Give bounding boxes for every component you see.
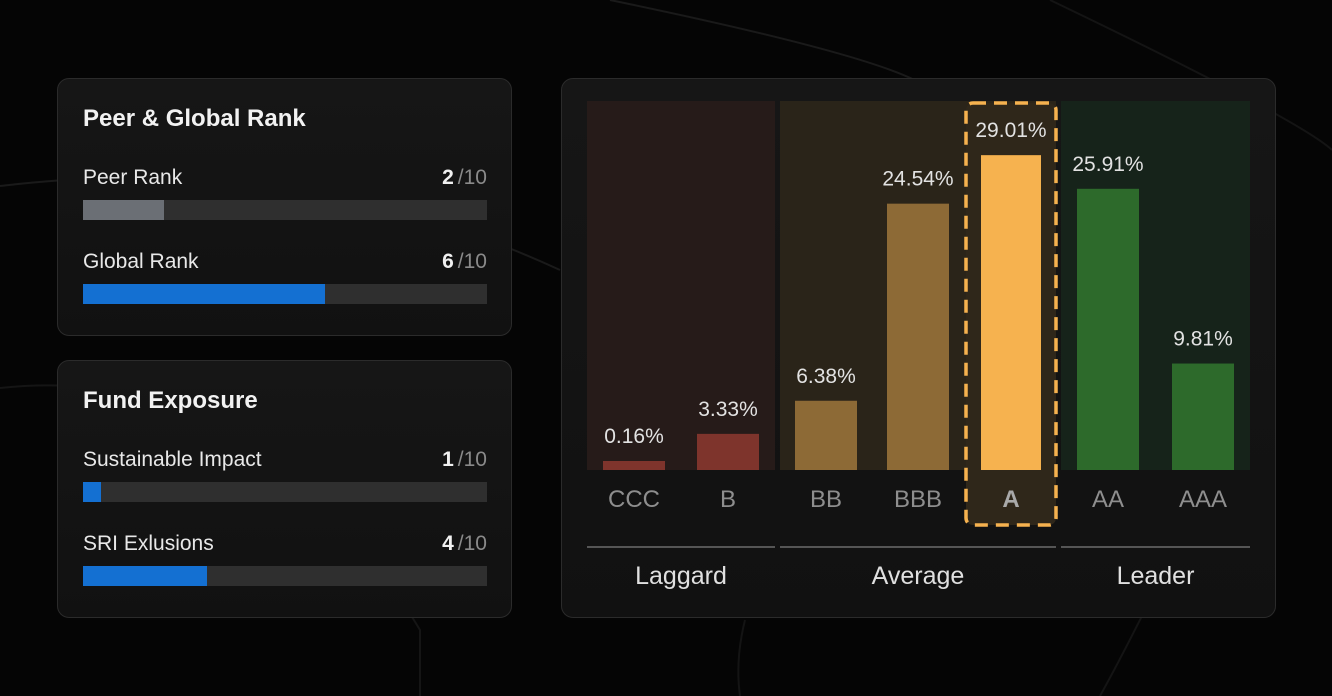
category-label-ccc: CCC bbox=[608, 486, 660, 513]
value-label-b: 3.33% bbox=[698, 398, 758, 421]
sri-exclusions-score: 4/10 bbox=[442, 532, 487, 556]
peer-rank-score-max: /10 bbox=[457, 166, 487, 189]
category-label-a: A bbox=[1002, 486, 1019, 513]
sustainable-impact-score-max: /10 bbox=[457, 448, 487, 471]
peer-rank-progress-track bbox=[83, 200, 487, 220]
exposure-card-title: Fund Exposure bbox=[83, 387, 258, 414]
peer-rank-label: Peer Rank bbox=[83, 166, 183, 189]
global-rank-label: Global Rank bbox=[83, 250, 199, 273]
value-label-aa: 25.91% bbox=[1072, 153, 1143, 176]
bar-aa bbox=[1077, 188, 1139, 470]
bar-bbb bbox=[887, 203, 949, 470]
rank-card-title: Peer & Global Rank bbox=[83, 105, 306, 132]
sustainable-impact-score: 1/10 bbox=[442, 448, 487, 472]
category-label-aaa: AAA bbox=[1179, 486, 1227, 513]
bar-aaa bbox=[1172, 363, 1234, 470]
bar-bb bbox=[795, 400, 857, 470]
global-rank-score-max: /10 bbox=[457, 250, 487, 273]
global-rank-metric: Global Rank 6/10 bbox=[83, 250, 487, 310]
sri-exclusions-metric: SRI Exlusions 4/10 bbox=[83, 532, 487, 592]
category-label-b: B bbox=[720, 486, 736, 513]
peer-rank-metric: Peer Rank 2/10 bbox=[83, 166, 487, 226]
sustainable-impact-label: Sustainable Impact bbox=[83, 448, 262, 471]
rating-distribution-card: 0.16% CCC 3.33% B 6.38% BB 24.54% BBB 29.01% A 25.… bbox=[561, 78, 1276, 618]
sustainable-impact-progress-track bbox=[83, 482, 487, 502]
sustainable-impact-score-value: 1 bbox=[442, 448, 454, 471]
peer-rank-progress-fill bbox=[83, 200, 164, 220]
bar-b bbox=[697, 433, 759, 470]
group-label-leader: Leader bbox=[1117, 562, 1195, 590]
sri-exclusions-label: SRI Exlusions bbox=[83, 532, 214, 555]
value-label-aaa: 9.81% bbox=[1173, 328, 1233, 351]
category-label-bb: BB bbox=[810, 486, 842, 513]
sustainable-impact-progress-fill bbox=[83, 482, 102, 502]
rank-card: Peer & Global Rank Peer Rank 2/10 Global… bbox=[57, 78, 512, 336]
value-label-bbb: 24.54% bbox=[882, 168, 953, 191]
bar-a bbox=[981, 155, 1041, 470]
sustainable-impact-metric: Sustainable Impact 1/10 bbox=[83, 448, 487, 508]
peer-rank-score: 2/10 bbox=[442, 166, 487, 190]
sri-exclusions-score-value: 4 bbox=[442, 532, 454, 555]
global-rank-score: 6/10 bbox=[442, 250, 487, 274]
bar-ccc bbox=[603, 461, 665, 470]
category-label-aa: AA bbox=[1092, 486, 1124, 513]
peer-rank-score-value: 2 bbox=[442, 166, 454, 189]
global-rank-score-value: 6 bbox=[442, 250, 454, 273]
value-label-bb: 6.38% bbox=[796, 365, 856, 388]
sri-exclusions-progress-track bbox=[83, 566, 487, 586]
group-panel-laggard bbox=[587, 101, 775, 470]
value-label-ccc: 0.16% bbox=[604, 425, 664, 448]
global-rank-progress-fill bbox=[83, 284, 326, 304]
group-label-average: Average bbox=[872, 562, 965, 590]
rating-distribution-chart: 0.16% CCC 3.33% B 6.38% BB 24.54% BBB 29.01% A 25.… bbox=[587, 101, 1250, 590]
exposure-card: Fund Exposure Sustainable Impact 1/10 SR… bbox=[57, 360, 512, 618]
sri-exclusions-score-max: /10 bbox=[457, 532, 487, 555]
global-rank-progress-track bbox=[83, 284, 487, 304]
value-label-a: 29.01% bbox=[975, 119, 1046, 142]
group-label-laggard: Laggard bbox=[635, 562, 727, 590]
sri-exclusions-progress-fill bbox=[83, 566, 207, 586]
category-label-bbb: BBB bbox=[894, 486, 942, 513]
